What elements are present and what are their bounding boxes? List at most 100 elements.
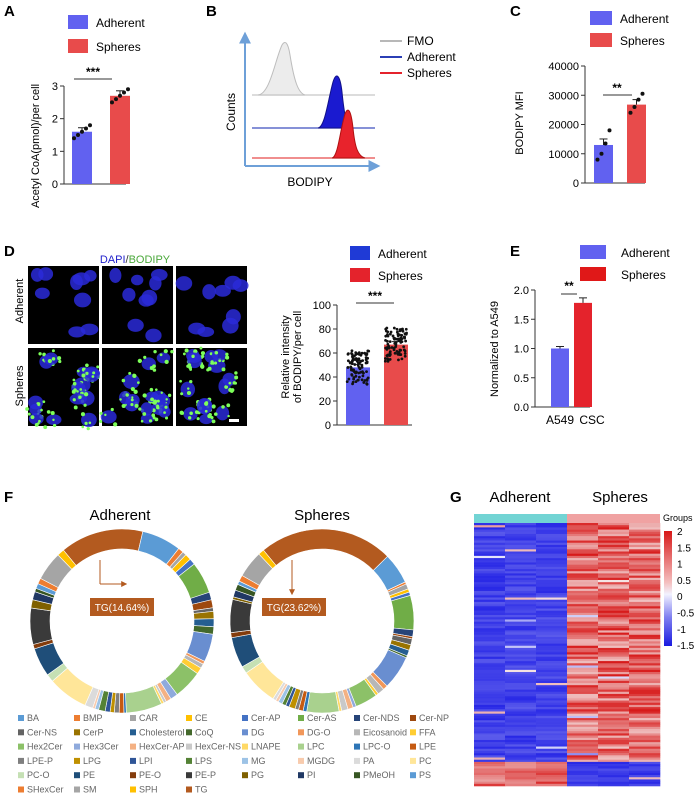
lipid-droplet: [228, 387, 233, 392]
lipid-droplet: [130, 402, 134, 407]
lipid-droplet: [43, 425, 48, 430]
heatmap-cell: [474, 601, 506, 605]
lipid-droplet: [165, 398, 168, 401]
legend-swatch-spheres: [68, 39, 88, 53]
heatmap-cell: [598, 663, 630, 666]
heatmap-cell: [629, 722, 661, 725]
heatmap-cell: [598, 599, 630, 603]
lipid-droplet: [156, 404, 160, 408]
data-point: [404, 327, 408, 331]
heatmap-cell: [536, 783, 568, 787]
heatmap-cell: [474, 536, 506, 539]
heatmap-cell: [474, 623, 506, 627]
lipid-droplet: [137, 358, 143, 364]
tick-label: 20000: [548, 120, 579, 132]
lipid-droplet: [204, 401, 209, 406]
lipid-droplet: [73, 405, 78, 410]
heatmap-cell: [505, 654, 537, 657]
tick-label: 100: [313, 300, 331, 312]
heatmap-cell: [629, 641, 661, 644]
data-point: [351, 382, 354, 386]
lipid-droplet: [218, 359, 222, 363]
panel-d: DAPI/BODIPY Adherent Spheres Adherent Sp…: [14, 246, 427, 432]
data-point: [628, 110, 633, 115]
heatmap-cell: [567, 636, 599, 640]
heatmap-cell: [505, 579, 537, 583]
heatmap-cell: [474, 645, 506, 649]
heatmap-cell: [629, 529, 661, 533]
lipid-droplet: [163, 411, 166, 414]
data-point: [354, 353, 358, 356]
heatmap-cell: [505, 772, 537, 776]
data-point: [114, 97, 118, 102]
data-point: [393, 351, 397, 355]
nucleus: [196, 398, 213, 414]
heatmap-cell: [536, 569, 568, 572]
heatmap-cell: [505, 623, 537, 627]
heatmap-cell: [505, 704, 537, 708]
heatmap-cell: [536, 533, 568, 537]
heatmap-cell: [505, 750, 537, 754]
heatmap-cell: [505, 529, 537, 533]
tick-label: 20: [319, 396, 331, 408]
heatmap-cell: [505, 711, 537, 714]
heatmap-cell: [505, 538, 537, 541]
lipid-droplet: [167, 393, 172, 398]
heatmap-cell: [536, 650, 568, 653]
heatmap-cell: [474, 783, 506, 787]
donut-spheres: [229, 528, 415, 714]
heatmap-cell: [567, 685, 599, 688]
data-point: [391, 334, 395, 338]
legend-swatch: [298, 772, 304, 779]
heatmap-cell: [474, 781, 506, 785]
data-point: [403, 349, 407, 353]
heatmap-cell: [474, 654, 506, 657]
data-point: [595, 157, 600, 162]
lipid-droplet: [160, 391, 163, 394]
lipid-droplet: [91, 375, 95, 378]
heatmap-cell: [567, 573, 599, 576]
heatmap-cell: [536, 579, 568, 583]
lipid-droplet: [99, 419, 103, 424]
heatmap-cell: [629, 750, 661, 754]
heatmap-cell: [567, 700, 599, 704]
heatmap-cell: [567, 722, 599, 725]
heatmap-cell: [536, 713, 568, 717]
heatmap-cell: [567, 678, 599, 682]
lipid-legend: BA BMP CAR CE Cer-AP Cer-AS Cer-NDS Cer-NP Cer-N…: [18, 713, 449, 795]
heatmap-cell: [505, 744, 537, 747]
heatmap-cell: [474, 656, 506, 660]
bar-spheres: [627, 104, 646, 183]
heatmap-cell: [536, 698, 568, 701]
heatmap-cell: [474, 630, 506, 633]
lipid-droplet: [199, 346, 203, 350]
heatmap-cell: [505, 597, 537, 601]
groups-label: Groups: [663, 513, 693, 523]
heatmap-cell: [598, 544, 630, 548]
heatmap-cell: [598, 711, 630, 714]
legend-swatch: [74, 757, 80, 764]
heatmap-cell: [474, 672, 506, 675]
data-point: [640, 91, 645, 96]
legend-swatch: [186, 715, 192, 721]
heatmap-cell: [536, 672, 568, 675]
donut-title-spheres: Spheres: [294, 507, 350, 524]
heatmap-cell: [567, 650, 599, 653]
legend-swatch: [298, 743, 304, 750]
legend-swatch: [130, 729, 136, 736]
sig-stars: ***: [368, 289, 382, 303]
heatmap-cell: [474, 593, 506, 596]
heatmap-cell: [505, 739, 537, 743]
lipid-droplet: [81, 373, 86, 378]
heatmap-cell: [598, 696, 630, 699]
legend-label: LPE-P: [27, 756, 53, 766]
heatmap-cell: [474, 709, 506, 712]
heatmap-cell: [629, 599, 661, 603]
heatmap-cell: [629, 560, 661, 563]
bar-adherent: [594, 144, 613, 183]
heatmap-cell: [567, 755, 599, 758]
heatmap-cell: [536, 584, 568, 587]
heatmap-cell: [474, 757, 506, 760]
bodipy-label: BODIPY: [287, 175, 332, 189]
nucleus: [140, 402, 153, 416]
